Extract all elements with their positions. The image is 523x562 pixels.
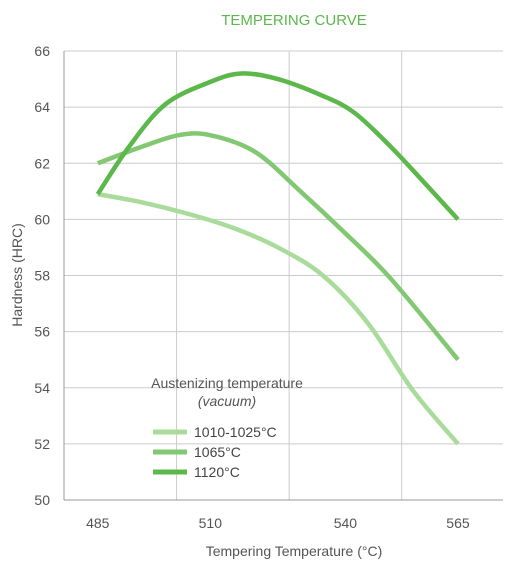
gridlines [64,50,503,500]
chart-title: TEMPERING CURVE [221,12,367,29]
x-tick-label: 510 [199,515,223,531]
y-tick-label: 62 [34,155,50,171]
y-tick-labels: 50 52 54 56 58 60 62 64 66 [34,43,50,508]
series-line-3 [95,71,460,221]
series-line-2 [96,131,460,362]
y-tick-label: 56 [34,324,50,340]
y-tick-label: 64 [34,99,50,115]
series-line-1 [97,191,460,446]
y-tick-label: 60 [34,211,50,227]
x-tick-labels: 485 510 540 565 [86,515,470,531]
legend: Austenizing temperature (vacuum) 1010-10… [151,375,303,480]
x-axis-label: Tempering Temperature (°C) [206,543,383,559]
y-tick-label: 54 [34,380,50,396]
legend-entry-label: 1010-1025°C [194,424,277,440]
axes [63,51,503,501]
y-tick-label: 58 [34,268,50,284]
legend-entry-label: 1065°C [194,444,241,460]
y-tick-label: 52 [34,436,50,452]
legend-title: Austenizing temperature [151,375,303,391]
y-tick-label: 66 [34,43,50,59]
y-axis-label: Hardness (HRC) [9,223,25,326]
x-tick-label: 540 [334,515,358,531]
series-lines [95,71,460,446]
legend-entry-label: 1120°C [194,464,240,480]
y-tick-label: 50 [34,492,50,508]
legend-subtitle: (vacuum) [198,393,256,409]
x-tick-label: 565 [446,515,470,531]
x-tick-label: 485 [86,515,110,531]
legend-items: 1010-1025°C 1065°C 1120°C [153,424,277,480]
